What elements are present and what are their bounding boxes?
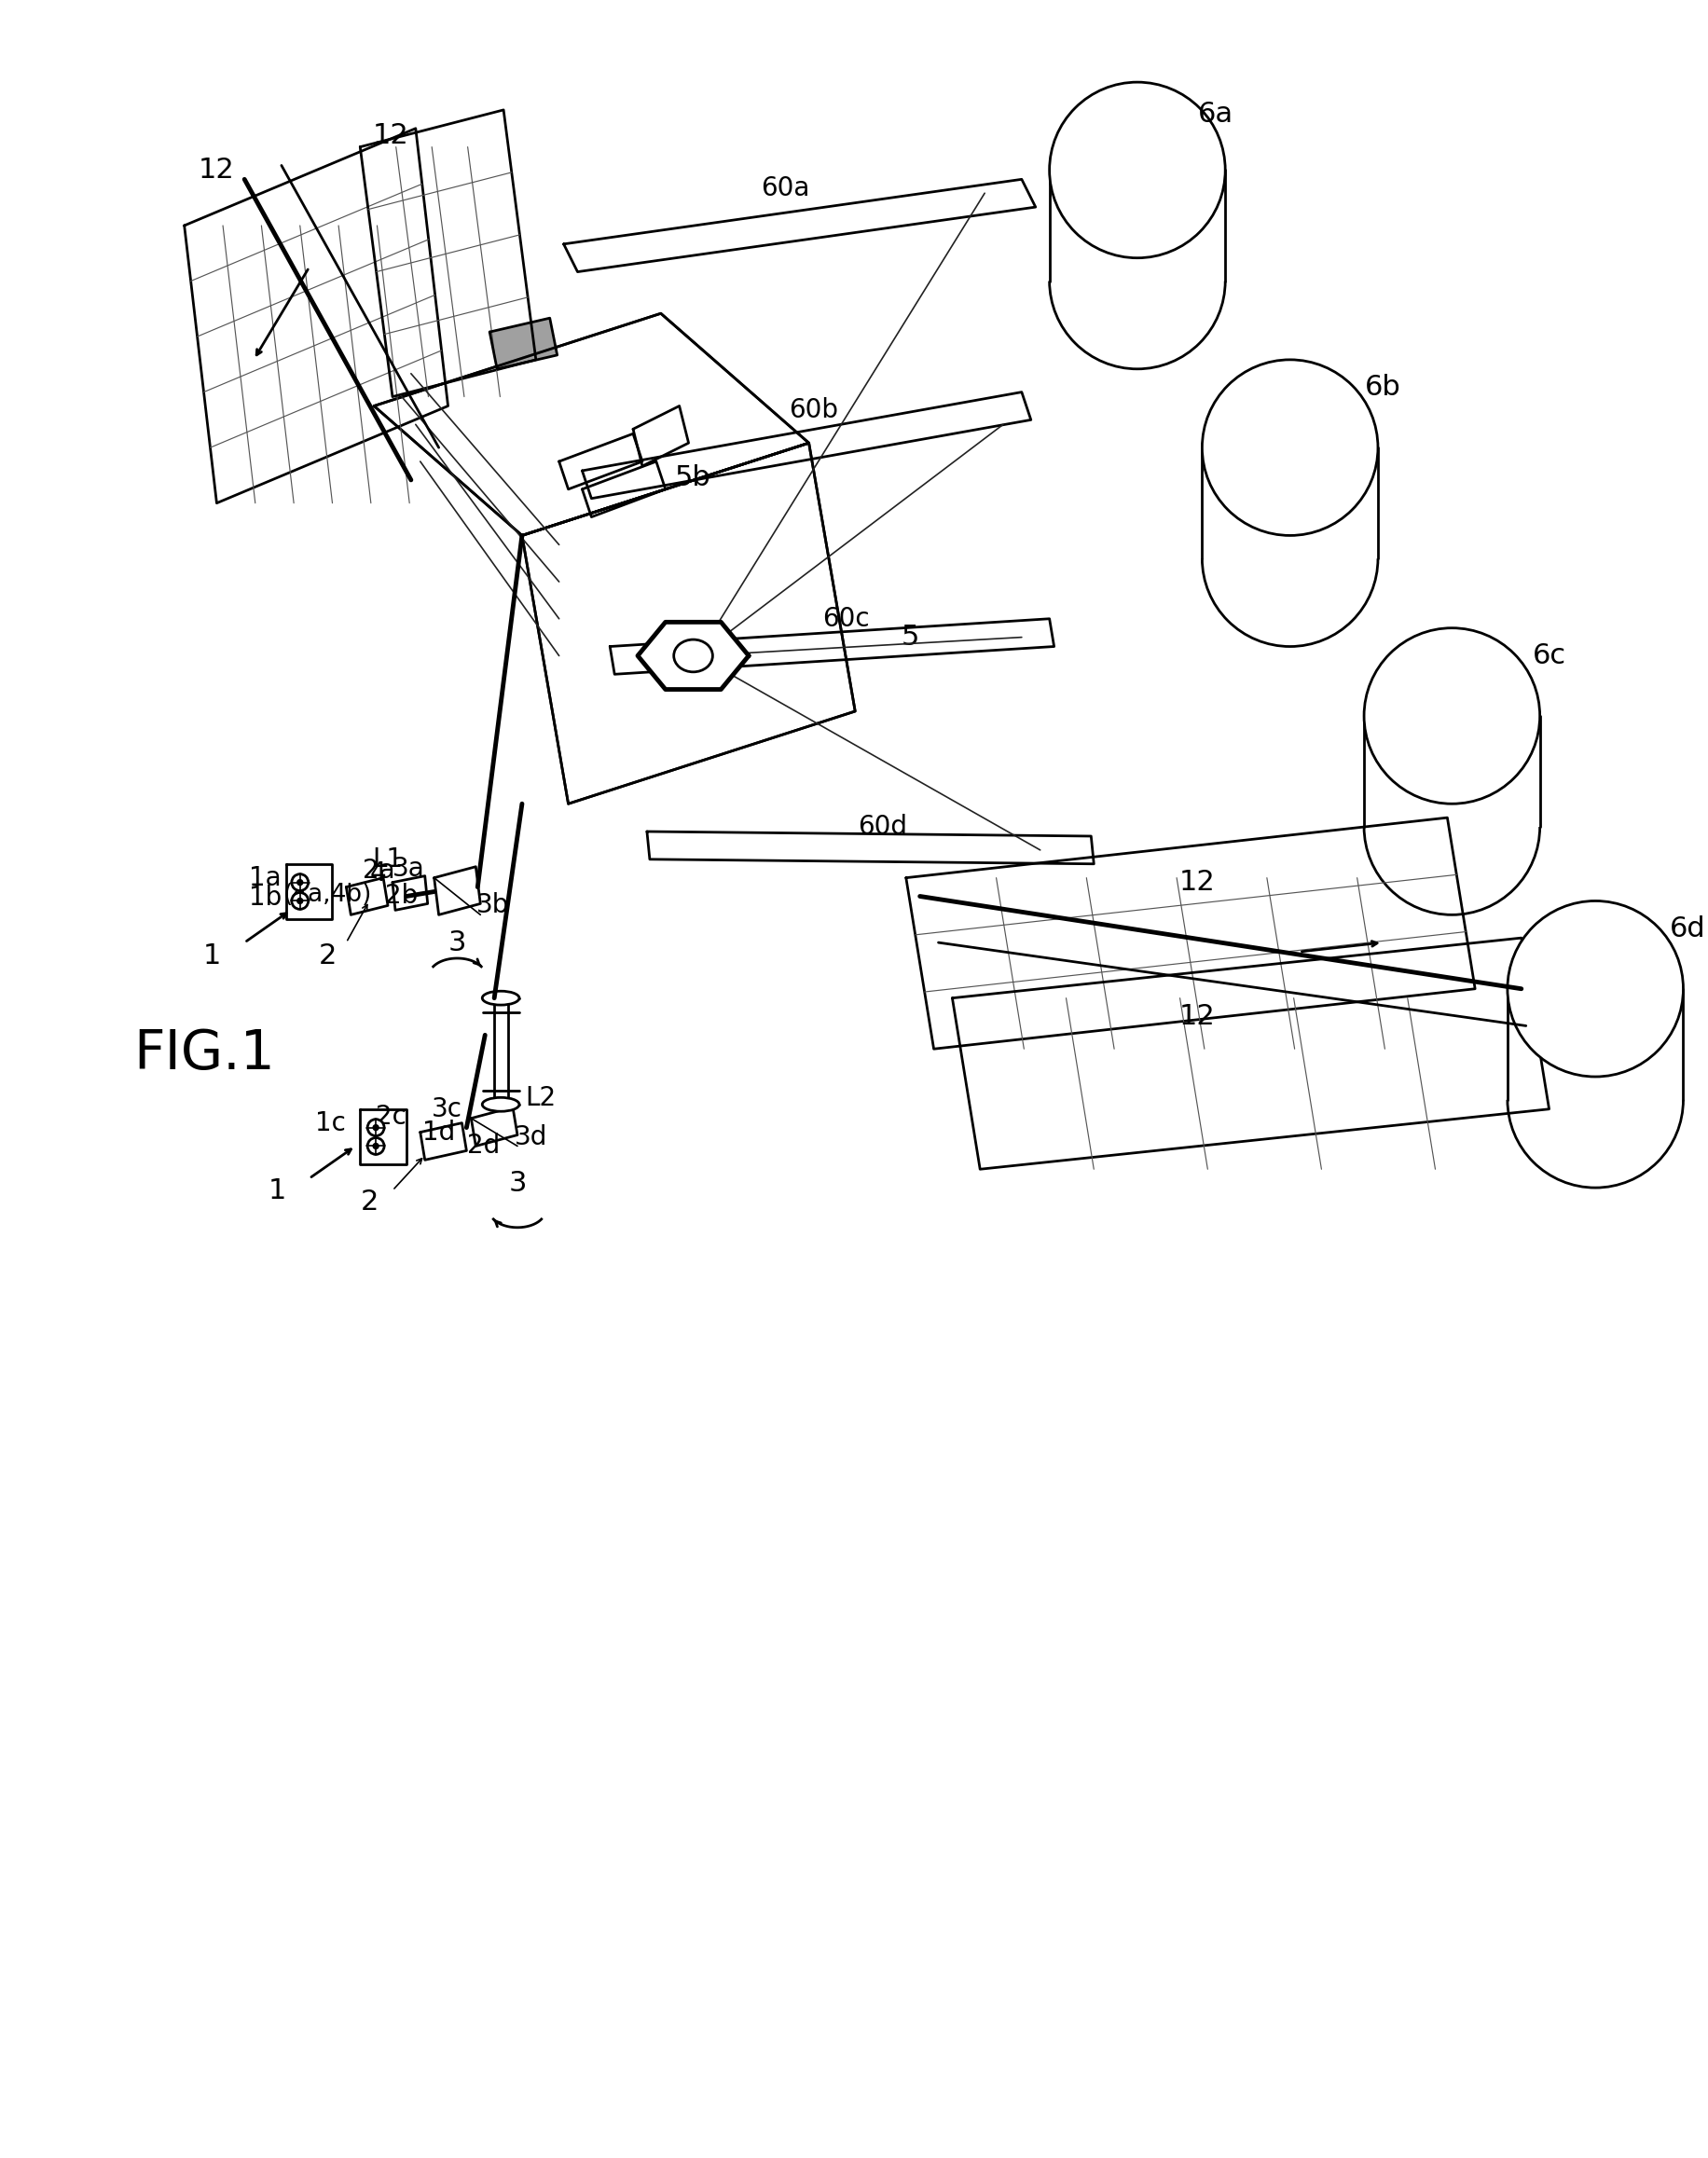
Text: 2c: 2c [376, 1103, 407, 1129]
Text: 12: 12 [372, 123, 408, 149]
Text: 60d: 60d [857, 814, 907, 839]
Text: L1: L1 [372, 846, 403, 872]
Text: 60c: 60c [822, 606, 869, 632]
Text: 6a: 6a [1199, 101, 1233, 127]
Text: 1b: 1b [249, 885, 282, 911]
Text: 2a: 2a [362, 857, 395, 883]
Text: FIG.1: FIG.1 [133, 1027, 275, 1081]
Text: 3c: 3c [430, 1096, 461, 1122]
Ellipse shape [482, 1098, 519, 1111]
Text: 4: 4 [369, 861, 386, 887]
Text: 12: 12 [198, 158, 234, 183]
Text: 2d: 2d [466, 1133, 500, 1159]
Text: 3: 3 [509, 1170, 526, 1196]
Ellipse shape [1508, 900, 1684, 1077]
Text: 6b: 6b [1365, 373, 1401, 401]
Text: 2: 2 [319, 943, 336, 969]
Text: 2: 2 [360, 1189, 379, 1215]
Ellipse shape [673, 639, 712, 671]
Text: o: o [685, 645, 702, 667]
Text: 3d: 3d [514, 1124, 548, 1150]
Text: 2b: 2b [386, 883, 418, 909]
Text: 12: 12 [1180, 870, 1216, 896]
Ellipse shape [297, 898, 302, 904]
Polygon shape [637, 622, 748, 688]
Ellipse shape [1202, 360, 1378, 535]
Text: L2: L2 [524, 1085, 557, 1111]
Ellipse shape [482, 991, 519, 1006]
Text: 6c: 6c [1532, 643, 1566, 669]
Ellipse shape [1049, 82, 1225, 259]
Text: 1c: 1c [316, 1109, 347, 1135]
Ellipse shape [372, 1144, 379, 1148]
Ellipse shape [297, 880, 302, 885]
Ellipse shape [367, 1137, 384, 1155]
Ellipse shape [372, 1124, 379, 1131]
Text: 12: 12 [1180, 1003, 1216, 1029]
Text: 1d: 1d [422, 1120, 456, 1146]
Ellipse shape [292, 874, 309, 891]
Text: 5b: 5b [675, 464, 711, 492]
Ellipse shape [367, 1120, 384, 1135]
Polygon shape [374, 313, 810, 535]
Text: 60a: 60a [762, 175, 810, 201]
Text: 6d: 6d [1670, 915, 1706, 943]
Text: 3: 3 [447, 930, 466, 956]
Polygon shape [523, 442, 856, 803]
Ellipse shape [292, 893, 309, 909]
Polygon shape [490, 317, 557, 369]
Text: 3a: 3a [393, 855, 425, 883]
Text: 60b: 60b [789, 397, 839, 423]
Ellipse shape [1365, 628, 1541, 803]
Text: 5: 5 [902, 624, 919, 652]
Text: (4a,4b): (4a,4b) [284, 883, 372, 906]
Text: 3b: 3b [477, 893, 509, 919]
Text: 1a: 1a [249, 865, 282, 891]
Text: 1: 1 [203, 943, 220, 969]
Text: 1: 1 [268, 1176, 285, 1204]
